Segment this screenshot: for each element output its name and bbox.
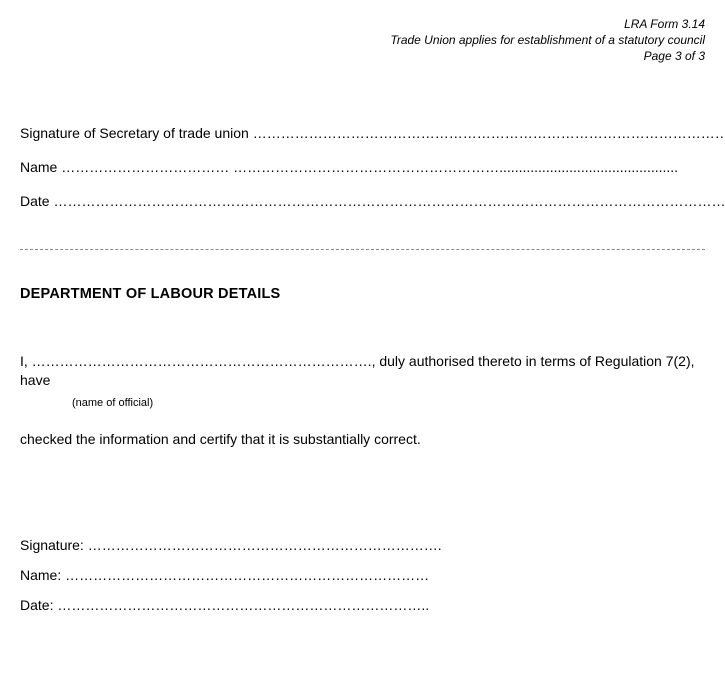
secretary-signature-block: Signature of Secretary of trade union ………	[20, 125, 705, 209]
official-name-caption: (name of official)	[72, 397, 705, 409]
page-indicator: Page 3 of 3	[20, 48, 705, 64]
official-signature-dots: ………………………………………………………………….	[84, 537, 442, 553]
secretary-name-dots: ……………………………… …………………………………………………........…	[57, 159, 678, 175]
secretary-name-label: Name	[20, 159, 57, 175]
secretary-date-dots: ……………………………………………………………………………………………………………	[50, 193, 725, 209]
section-divider	[20, 249, 705, 250]
official-signature-line: Signature: ………………………………………………………………….	[20, 537, 705, 553]
official-signature-label: Signature:	[20, 537, 84, 553]
secretary-name-line: Name ……………………………… …………………………………………………...…	[20, 159, 705, 175]
section-title: DEPARTMENT OF LABOUR DETAILS	[20, 286, 705, 302]
secretary-signature-label: Signature of Secretary of trade union	[20, 125, 249, 141]
declaration-line: I, ………………………………………………………………., duly autho…	[20, 352, 705, 391]
secretary-signature-dots: ……………………………………………………………………………………………	[249, 125, 725, 141]
secretary-signature-line: Signature of Secretary of trade union ………	[20, 125, 705, 141]
official-name-label: Name:	[20, 567, 61, 583]
declaration-prefix: I,	[20, 353, 32, 369]
certify-line: checked the information and certify that…	[20, 431, 705, 447]
form-title: Trade Union applies for establishment of…	[20, 32, 705, 48]
page-header: LRA Form 3.14 Trade Union applies for es…	[20, 16, 705, 65]
official-name-line: Name: ……………………………………………………………………	[20, 567, 705, 583]
official-date-dots: ……………………………………………………………………..	[53, 597, 429, 613]
declaration-name-dots: ……………………………………………………………….	[32, 353, 372, 369]
official-name-dots: ……………………………………………………………………	[61, 567, 429, 583]
form-id: LRA Form 3.14	[20, 16, 705, 32]
official-signature-block: Signature: …………………………………………………………………. Na…	[20, 537, 705, 613]
official-date-label: Date:	[20, 597, 53, 613]
secretary-date-line: Date ………………………………………………………………………………………………	[20, 193, 705, 209]
secretary-date-label: Date	[20, 193, 50, 209]
form-page: LRA Form 3.14 Trade Union applies for es…	[0, 0, 725, 681]
official-date-line: Date: ……………………………………………………………………..	[20, 597, 705, 613]
